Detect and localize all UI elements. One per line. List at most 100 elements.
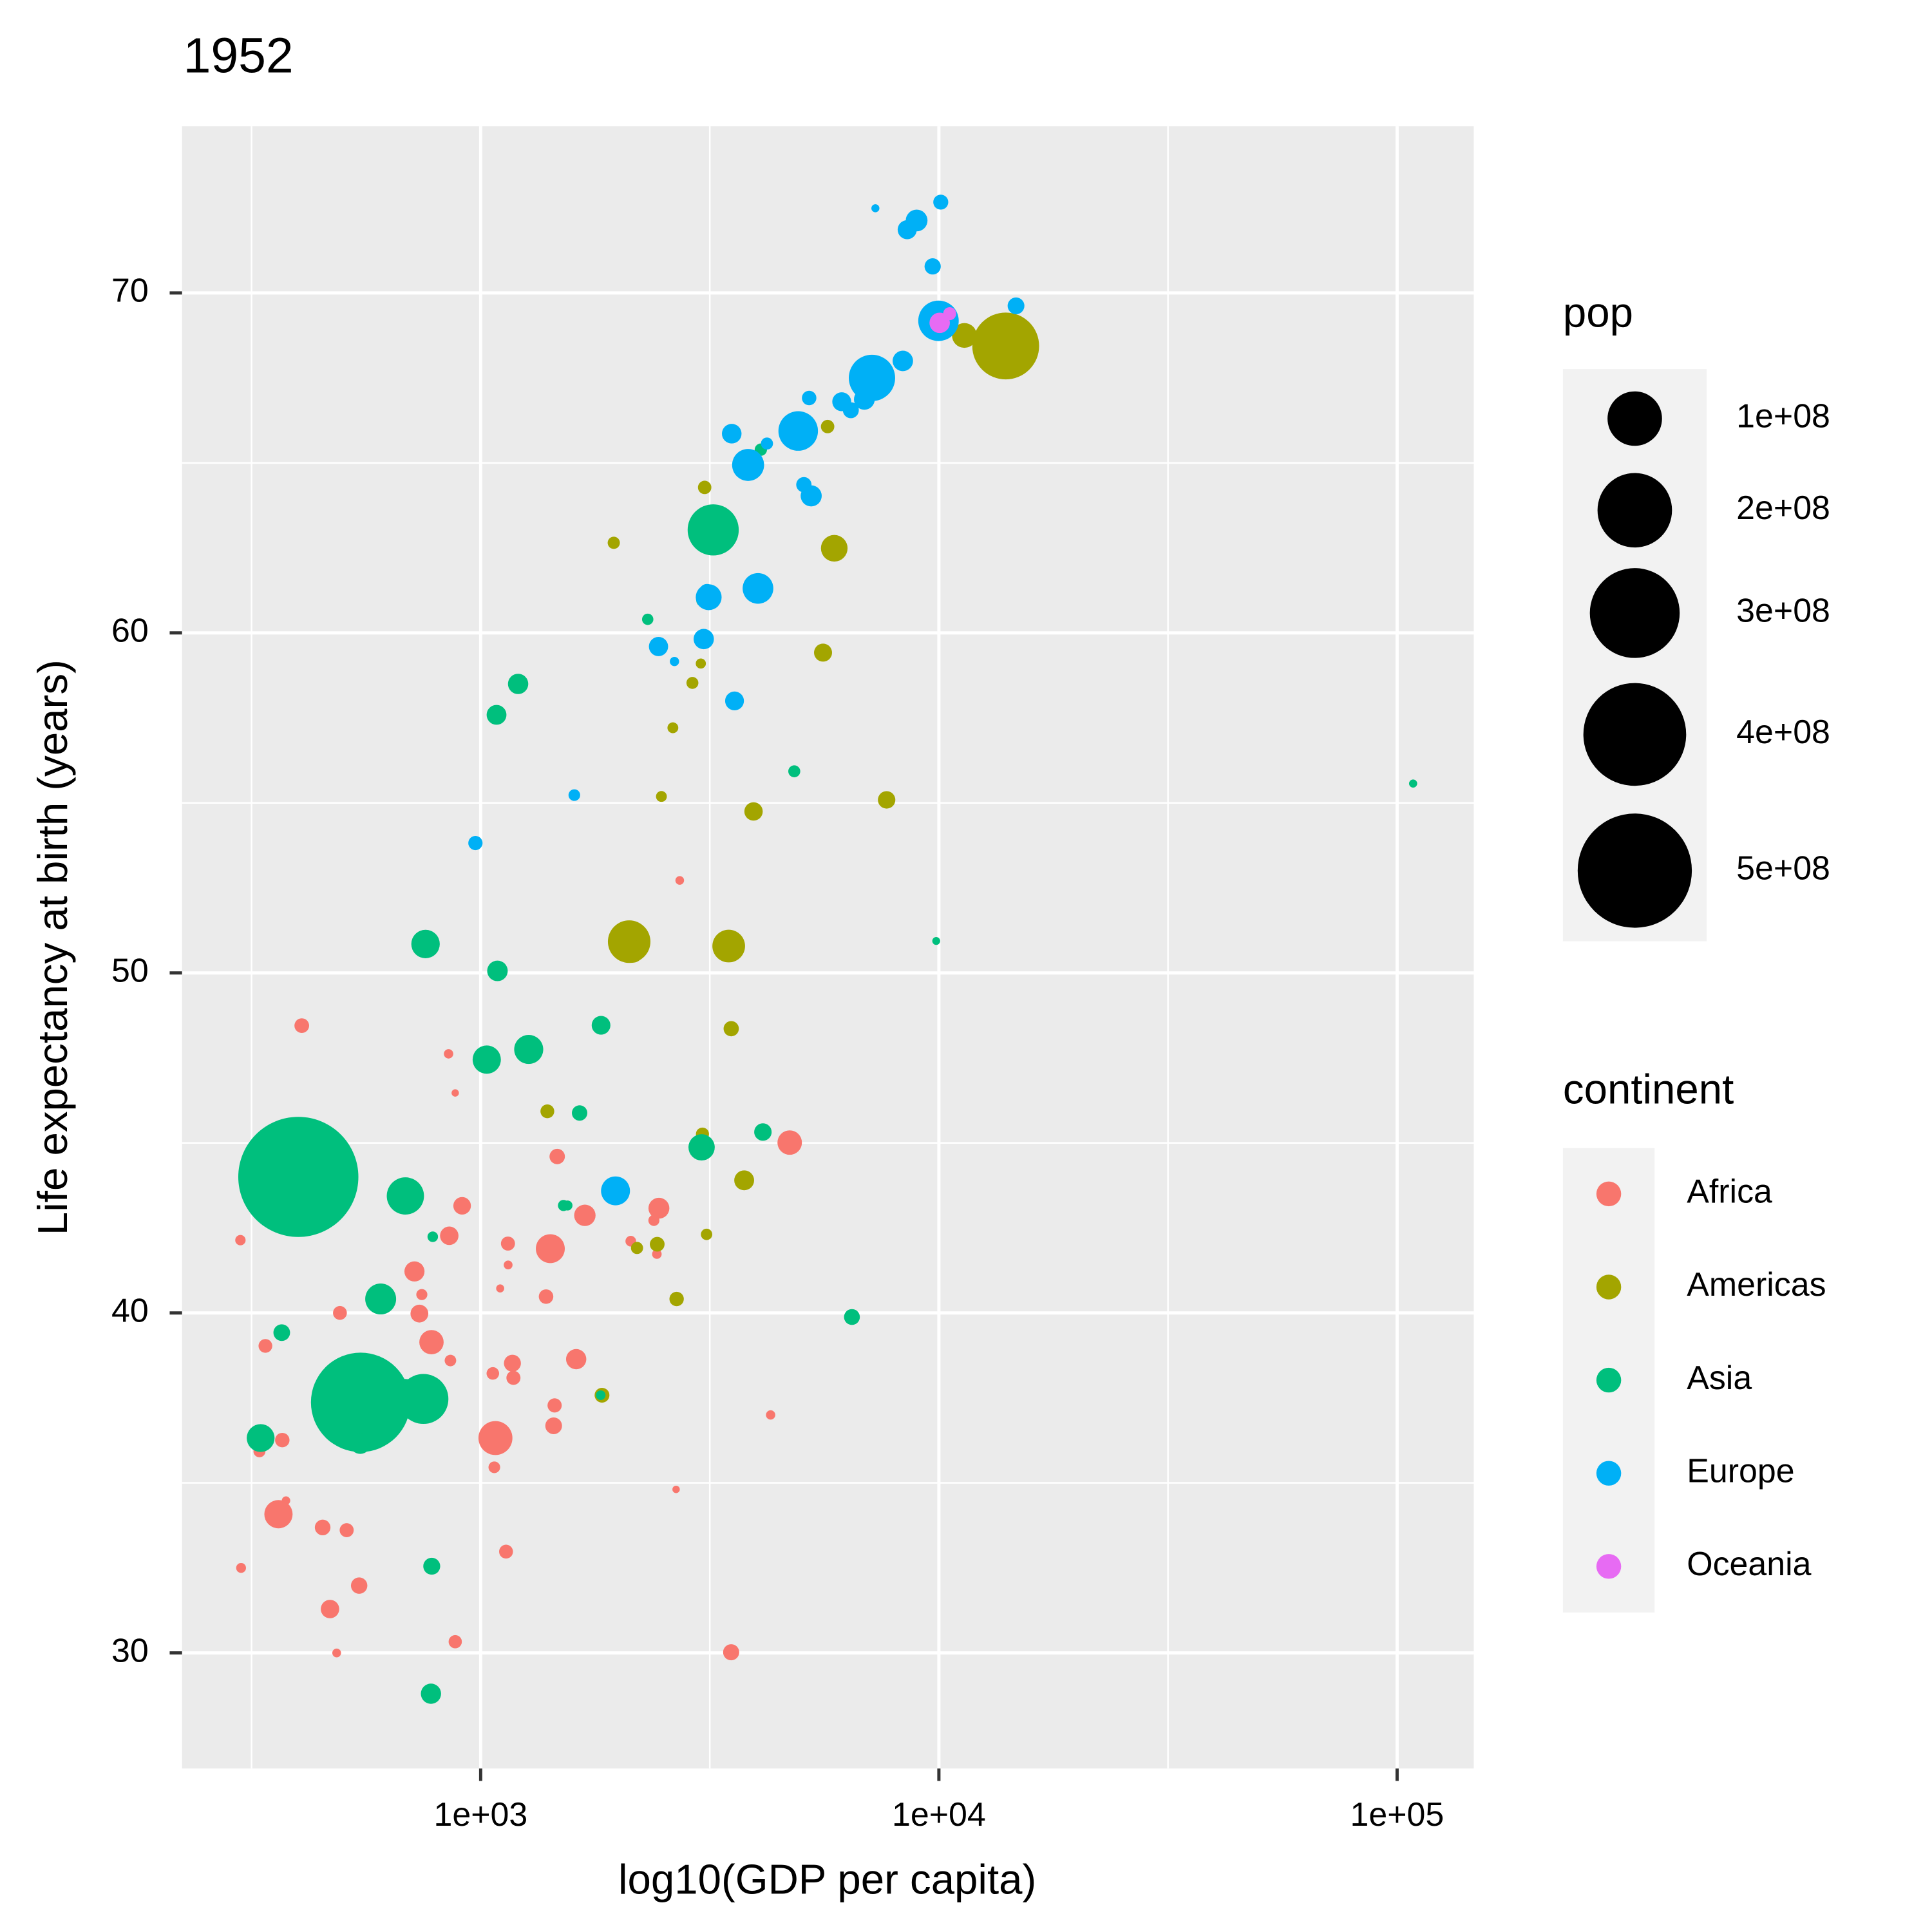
point bbox=[943, 307, 956, 321]
point bbox=[712, 929, 745, 963]
y-tick-label: 40 bbox=[111, 1292, 149, 1329]
point bbox=[761, 437, 773, 450]
color-legend-key bbox=[1596, 1181, 1622, 1207]
point bbox=[540, 1104, 554, 1119]
size-legend-key bbox=[1577, 813, 1692, 928]
x-tick-label: 1e+03 bbox=[433, 1796, 527, 1833]
point bbox=[933, 194, 949, 210]
size-legend-key bbox=[1589, 568, 1680, 658]
y-axis-title: Life expectancy at birth (years) bbox=[29, 659, 76, 1235]
point bbox=[778, 411, 819, 451]
point bbox=[724, 691, 744, 711]
point bbox=[440, 1226, 459, 1245]
point bbox=[258, 1339, 272, 1353]
point bbox=[670, 656, 679, 667]
y-tick-label: 50 bbox=[111, 952, 149, 989]
point bbox=[675, 876, 685, 885]
y-tick-label: 60 bbox=[111, 612, 149, 650]
point bbox=[842, 402, 859, 419]
size-legend-label: 2e+08 bbox=[1736, 489, 1830, 527]
point bbox=[871, 204, 880, 213]
point bbox=[565, 1349, 587, 1370]
point bbox=[721, 424, 742, 444]
x-tick-label: 1e+05 bbox=[1350, 1796, 1444, 1833]
point bbox=[701, 1228, 713, 1240]
point bbox=[235, 1235, 246, 1245]
point bbox=[641, 613, 654, 625]
point bbox=[468, 836, 483, 851]
point bbox=[488, 1461, 500, 1473]
panel-background bbox=[182, 126, 1474, 1769]
point bbox=[499, 1544, 513, 1559]
point bbox=[568, 789, 580, 801]
point bbox=[652, 1249, 662, 1259]
point bbox=[310, 1352, 411, 1452]
size-legend-label: 5e+08 bbox=[1736, 850, 1830, 887]
point bbox=[294, 1018, 309, 1033]
point bbox=[766, 1410, 775, 1420]
point bbox=[547, 1398, 562, 1413]
size-legend-label: 3e+08 bbox=[1736, 592, 1830, 630]
point bbox=[723, 1021, 739, 1037]
point bbox=[314, 1519, 331, 1535]
point bbox=[743, 573, 773, 604]
point bbox=[238, 1117, 359, 1237]
point bbox=[496, 1284, 504, 1293]
color-legend-title: continent bbox=[1563, 1065, 1734, 1112]
legend-label: Asia bbox=[1687, 1359, 1752, 1397]
point bbox=[247, 1424, 275, 1452]
y-tick-label: 70 bbox=[111, 272, 149, 310]
legend-label: Africa bbox=[1687, 1173, 1772, 1211]
point bbox=[411, 929, 440, 958]
point bbox=[848, 354, 895, 401]
point bbox=[732, 449, 764, 481]
point bbox=[427, 1231, 439, 1242]
point bbox=[451, 1089, 459, 1097]
point bbox=[275, 1432, 290, 1448]
point bbox=[669, 1291, 684, 1307]
point bbox=[672, 1485, 680, 1493]
point bbox=[696, 658, 706, 669]
point bbox=[591, 1016, 611, 1035]
point bbox=[796, 477, 812, 493]
point bbox=[410, 1304, 429, 1323]
point bbox=[648, 1215, 659, 1226]
point bbox=[777, 1130, 802, 1155]
color-legend-key bbox=[1596, 1461, 1622, 1486]
y-tick-label: 30 bbox=[111, 1632, 149, 1669]
point bbox=[972, 312, 1039, 380]
x-tick-label: 1e+04 bbox=[892, 1796, 986, 1833]
point bbox=[754, 1123, 772, 1141]
point bbox=[487, 960, 508, 981]
size-legend-key bbox=[1583, 683, 1687, 786]
point bbox=[648, 1197, 670, 1219]
point bbox=[696, 584, 722, 611]
point bbox=[386, 1177, 424, 1215]
point bbox=[558, 1200, 569, 1211]
point bbox=[419, 1330, 444, 1354]
point bbox=[500, 1236, 515, 1251]
point bbox=[802, 390, 817, 406]
color-legend-key bbox=[1596, 1274, 1622, 1300]
point bbox=[514, 1034, 544, 1065]
color-legend-key bbox=[1596, 1367, 1622, 1393]
point bbox=[321, 1600, 339, 1618]
point bbox=[897, 220, 917, 240]
point bbox=[697, 480, 712, 495]
point bbox=[472, 1045, 501, 1074]
point bbox=[667, 722, 679, 734]
point bbox=[607, 536, 620, 549]
point bbox=[506, 1370, 521, 1385]
point bbox=[744, 802, 763, 821]
point bbox=[820, 535, 848, 562]
point bbox=[820, 419, 835, 433]
point bbox=[332, 1648, 341, 1658]
legend-label: Europe bbox=[1687, 1452, 1794, 1490]
point bbox=[734, 1170, 754, 1191]
point bbox=[656, 791, 667, 802]
legend-label: Oceania bbox=[1687, 1546, 1811, 1583]
point bbox=[687, 504, 739, 556]
size-legend-label: 1e+08 bbox=[1736, 398, 1830, 435]
point bbox=[350, 1577, 368, 1594]
